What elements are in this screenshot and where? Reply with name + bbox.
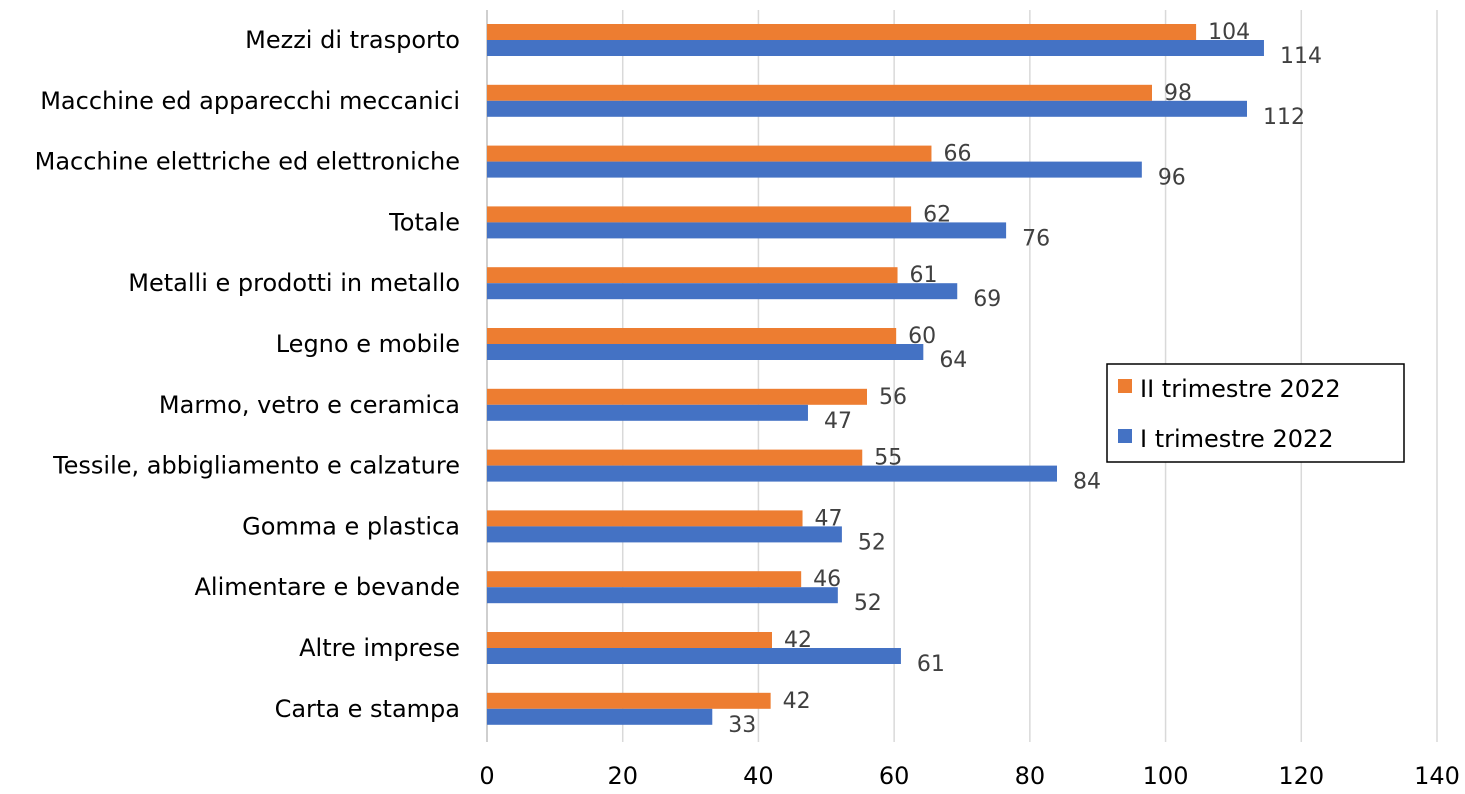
bar-ii-trimestre [487, 571, 802, 588]
category-label: Tessile, abbigliamento e calzature [52, 452, 460, 480]
data-label: 84 [1073, 470, 1101, 495]
bar-i-trimestre [487, 587, 838, 604]
bar-i-trimestre [487, 526, 842, 543]
x-tick-label: 40 [743, 762, 774, 790]
data-label: 112 [1263, 105, 1305, 130]
x-tick-label: 140 [1414, 762, 1460, 790]
legend-label-series-2: II trimestre 2022 [1140, 375, 1341, 403]
data-label: 104 [1208, 20, 1250, 45]
bar-i-trimestre [487, 404, 808, 421]
bar-ii-trimestre [487, 692, 771, 709]
legend-swatch-series-1 [1118, 429, 1132, 443]
x-tick-label: 100 [1143, 762, 1189, 790]
bar-i-trimestre [487, 222, 1007, 239]
category-label: Marmo, vetro e ceramica [159, 391, 460, 419]
bar-i-trimestre [487, 283, 958, 300]
legend-label-series-1: I trimestre 2022 [1140, 425, 1334, 453]
data-label: 98 [1164, 81, 1192, 106]
category-label: Metalli e prodotti in metallo [128, 269, 460, 297]
bar-ii-trimestre [487, 388, 867, 405]
bar-i-trimestre [487, 344, 924, 360]
data-label: 66 [943, 142, 971, 167]
data-label: 52 [858, 530, 886, 555]
bar-ii-trimestre [487, 206, 912, 223]
category-label: Gomma e plastica [242, 512, 460, 540]
data-label: 55 [874, 446, 902, 471]
category-label: Macchine elettriche ed elettroniche [35, 148, 460, 176]
bar-ii-trimestre [487, 24, 1197, 40]
bar-ii-trimestre [487, 328, 897, 344]
category-label: Macchine ed apparecchi meccanici [40, 87, 460, 115]
bar-ii-trimestre [487, 84, 1152, 101]
bar-ii-trimestre [487, 510, 803, 527]
x-tick-label: 80 [1015, 762, 1046, 790]
x-tick-label: 20 [607, 762, 638, 790]
x-tick-label: 120 [1278, 762, 1324, 790]
data-label: 96 [1158, 166, 1186, 191]
x-tick-label: 60 [879, 762, 910, 790]
data-label: 56 [879, 385, 907, 410]
data-label: 64 [939, 348, 967, 373]
data-label: 61 [910, 263, 938, 288]
data-label: 60 [908, 324, 936, 349]
bar-i-trimestre [487, 100, 1247, 117]
data-label: 42 [783, 689, 811, 714]
data-label: 62 [923, 202, 951, 227]
bar-i-trimestre [487, 465, 1057, 482]
data-label: 33 [728, 713, 756, 738]
category-label: Totale [388, 208, 460, 236]
bar-ii-trimestre [487, 632, 772, 648]
bar-ii-trimestre [487, 449, 863, 466]
data-label: 47 [824, 409, 852, 434]
category-label: Alimentare e bevande [195, 573, 460, 601]
data-label: 114 [1280, 44, 1322, 69]
data-label: 46 [813, 567, 841, 592]
data-label: 47 [815, 506, 843, 531]
data-label: 76 [1022, 226, 1050, 251]
legend-box [1106, 363, 1405, 463]
bar-ii-trimestre [487, 145, 932, 162]
data-label: 52 [854, 591, 882, 616]
x-tick-label: 0 [479, 762, 494, 790]
bar-i-trimestre [487, 708, 713, 725]
legend: II trimestre 2022 I trimestre 2022 [1106, 363, 1405, 463]
x-axis-tick-labels: 0 20 40 60 80 100 120 140 [479, 762, 1460, 790]
bar-ii-trimestre [487, 267, 898, 284]
data-label: 42 [784, 628, 812, 653]
bars [487, 24, 1264, 725]
category-label: Legno e mobile [276, 330, 460, 358]
category-label: Mezzi di trasporto [245, 26, 460, 54]
category-labels: Mezzi di trasporto Macchine ed apparecchi… [35, 26, 460, 723]
bar-i-trimestre [487, 648, 901, 664]
bar-i-trimestre [487, 161, 1142, 178]
data-label: 69 [973, 287, 1001, 312]
category-label: Altre imprese [299, 634, 460, 662]
legend-swatch-series-2 [1118, 379, 1132, 393]
data-label: 61 [917, 652, 945, 677]
bar-i-trimestre [487, 40, 1264, 56]
category-label: Carta e stampa [275, 695, 460, 723]
